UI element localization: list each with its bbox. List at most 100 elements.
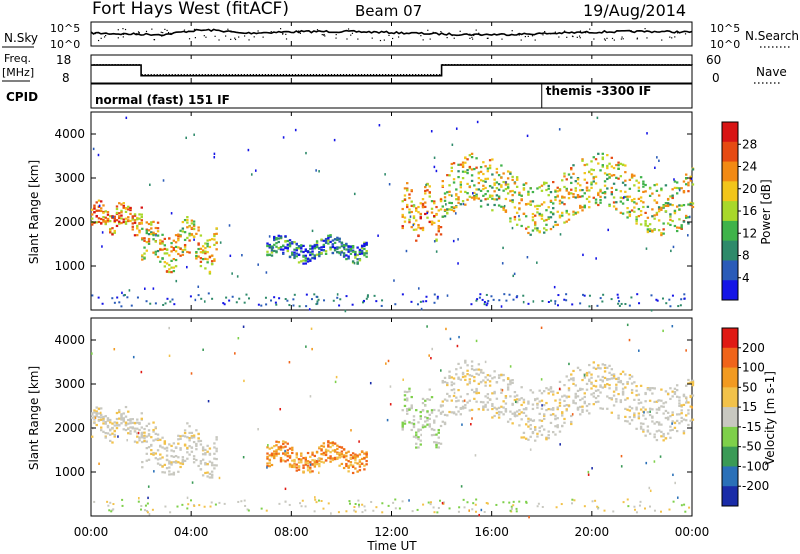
velocity-cell — [615, 400, 618, 403]
velocity-cell — [682, 403, 686, 407]
power-cell — [238, 297, 241, 300]
power-cell — [91, 217, 94, 220]
power-cell — [282, 252, 285, 255]
nave-point — [207, 74, 209, 76]
velocity-cell — [547, 388, 550, 391]
velocity-cell — [129, 430, 132, 433]
velocity-cell — [201, 474, 205, 477]
power-cell — [610, 165, 614, 168]
power-cell — [248, 297, 251, 300]
velocity-cell — [324, 453, 328, 457]
power-cell — [554, 302, 557, 305]
power-cell — [455, 127, 458, 130]
nsearch-point — [453, 37, 455, 39]
power-cell — [199, 234, 203, 237]
power-cell — [338, 252, 341, 255]
velocity-cell — [284, 453, 287, 456]
power-cell — [648, 228, 652, 231]
velocity-cell — [639, 408, 643, 411]
power-cell — [360, 247, 364, 250]
velocity-cell — [570, 422, 573, 426]
power-cell — [193, 133, 195, 136]
velocity-cell — [106, 500, 109, 503]
velocity-cell — [608, 397, 611, 400]
power-cell — [183, 248, 187, 251]
power-cell — [491, 173, 494, 176]
power-cell — [452, 178, 456, 181]
power-cell — [140, 213, 143, 216]
velocity-cell — [279, 458, 283, 461]
velocity-cell — [529, 427, 532, 430]
velocity-cell — [630, 375, 634, 378]
power-cell — [204, 250, 207, 253]
velocity-cell — [651, 392, 654, 395]
power-cell — [186, 236, 189, 240]
nave-point — [138, 64, 140, 66]
power-cell — [483, 300, 486, 303]
velocity-cell — [518, 398, 521, 401]
power-cell — [336, 250, 339, 254]
power-cell — [619, 162, 623, 165]
power-cell — [512, 274, 515, 278]
power-cell — [424, 212, 427, 216]
velocity-cell — [639, 384, 643, 387]
velocity-cell — [581, 397, 584, 400]
power-cell — [210, 238, 214, 241]
power-cell — [417, 211, 420, 214]
nsearch-point — [518, 34, 520, 36]
power-cell — [118, 216, 121, 220]
nsearch-point — [542, 34, 544, 36]
power-cell — [338, 304, 341, 307]
velocity-cell — [599, 367, 602, 370]
velocity-cell — [579, 405, 582, 409]
velocity-cell — [510, 507, 513, 510]
power-cell — [101, 245, 103, 248]
velocity-cell — [470, 408, 474, 412]
power-cell — [417, 234, 420, 237]
velocity-cell — [358, 469, 362, 472]
power-cell — [565, 211, 568, 214]
velocity-cell — [320, 444, 323, 448]
velocity-cell — [141, 466, 144, 469]
velocity-cell — [666, 432, 670, 435]
power-cell — [366, 295, 369, 298]
velocity-cell — [331, 441, 335, 444]
power-cell — [318, 170, 320, 173]
velocity-cell — [333, 456, 337, 459]
power-cell — [266, 250, 269, 253]
power-cell — [345, 242, 348, 245]
power-cell — [526, 256, 529, 259]
power-cell — [358, 248, 362, 251]
velocity-cell — [603, 363, 607, 367]
power-cell — [531, 190, 535, 194]
velocity-cell — [538, 389, 541, 392]
velocity-cell — [301, 499, 304, 502]
velocity-cell — [286, 455, 289, 458]
power-cell — [353, 261, 356, 265]
velocity-cell — [457, 362, 460, 366]
freq-tick-top: 18 — [56, 53, 71, 67]
nave-point — [300, 74, 303, 76]
nsearch-point — [520, 39, 522, 41]
power-cell — [143, 237, 146, 240]
velocity-cell — [188, 436, 191, 440]
velocity-cell — [684, 419, 688, 422]
velocity-cell — [482, 405, 485, 408]
power-cell — [150, 231, 153, 234]
velocity-cell — [457, 377, 460, 380]
power-cell — [272, 246, 275, 249]
velocity-cell — [615, 398, 618, 401]
velocity-cell — [491, 377, 494, 380]
velocity-cell — [446, 399, 449, 402]
power-cell — [378, 124, 381, 127]
power-cell — [118, 222, 121, 225]
velocity-cell — [295, 452, 298, 455]
velocity-cell — [351, 457, 355, 460]
velocity-cell — [612, 377, 616, 380]
velocity-cell — [188, 431, 191, 435]
power-cell — [192, 235, 196, 238]
velocity-cell — [320, 499, 323, 502]
velocity-cell — [279, 448, 283, 451]
velocity-cell — [115, 427, 119, 430]
power-cell — [673, 186, 677, 189]
